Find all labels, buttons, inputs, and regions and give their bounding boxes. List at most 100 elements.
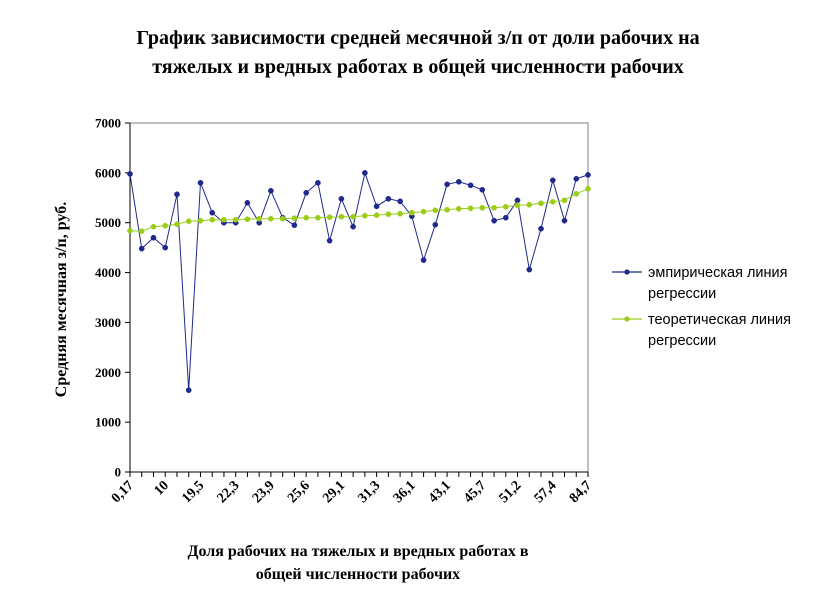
- data-point-series-2: [408, 209, 415, 216]
- data-point-series-2: [491, 204, 497, 211]
- data-point-series-1: [209, 209, 216, 216]
- data-point-series-2: [162, 222, 169, 229]
- data-point-series-1: [549, 177, 556, 184]
- data-point-series-1: [127, 171, 133, 177]
- series-line-1: [129, 171, 589, 391]
- data-point-series-1: [350, 223, 356, 230]
- x-tick-label: 31,3: [356, 478, 384, 506]
- data-point-series-2: [585, 185, 591, 192]
- data-point-series-2: [221, 216, 227, 223]
- data-point-series-2: [279, 215, 286, 222]
- x-axis-title-line-2: общей численности рабочих: [256, 566, 460, 583]
- y-tick-label: 7000: [95, 116, 121, 131]
- data-point-series-1: [420, 257, 427, 263]
- chart-title-line-1: График зависимости средней месячной з/п …: [136, 27, 700, 49]
- x-axis-title-line-1: Доля рабочих на тяжелых и вредных работа…: [187, 543, 528, 560]
- data-point-series-2: [350, 213, 356, 220]
- data-point-series-2: [455, 205, 462, 212]
- data-point-series-1: [502, 214, 509, 221]
- y-tick-label: 6000: [95, 165, 121, 180]
- data-point-series-1: [432, 221, 439, 228]
- data-point-series-2: [127, 227, 133, 234]
- chart-title: График зависимости средней месячной з/п …: [0, 24, 836, 82]
- data-point-series-2: [315, 214, 321, 221]
- x-tick-label: 84,7: [567, 478, 595, 506]
- data-point-series-2: [232, 216, 239, 223]
- series-line-2: [129, 188, 589, 232]
- data-point-series-1: [315, 179, 321, 186]
- data-point-series-2: [444, 206, 450, 213]
- legend-swatch-marker: [624, 269, 630, 275]
- y-axis-title: Средняя месячная з/п, руб.: [53, 202, 70, 397]
- y-tick-label: 5000: [95, 215, 121, 230]
- data-point-series-1: [362, 170, 368, 176]
- x-tick-label: 29,1: [320, 478, 348, 506]
- data-point-series-1: [185, 387, 192, 394]
- data-point-series-2: [197, 217, 204, 224]
- data-point-series-2: [185, 218, 192, 225]
- data-point-series-2: [326, 214, 333, 221]
- data-point-series-1: [150, 234, 157, 241]
- legend-swatch-marker: [624, 316, 630, 322]
- data-point-series-1: [244, 199, 251, 206]
- data-point-series-1: [268, 187, 274, 194]
- data-point-series-2: [467, 205, 474, 212]
- y-tick-label: 0: [115, 465, 122, 480]
- data-point-series-2: [385, 211, 392, 218]
- data-point-series-1: [197, 179, 204, 186]
- y-tick-label: 1000: [95, 415, 121, 430]
- data-point-series-1: [514, 197, 521, 204]
- data-point-series-2: [538, 200, 544, 207]
- data-point-series-1: [326, 237, 333, 244]
- data-point-series-1: [444, 181, 450, 188]
- data-point-series-2: [526, 201, 533, 208]
- data-point-series-2: [244, 216, 251, 223]
- data-point-series-2: [209, 216, 216, 223]
- data-point-series-1: [138, 245, 145, 252]
- data-point-series-2: [373, 212, 380, 219]
- data-point-series-2: [174, 221, 180, 228]
- data-point-series-1: [561, 217, 568, 224]
- data-point-series-1: [526, 266, 533, 273]
- data-point-series-1: [397, 198, 403, 205]
- data-point-series-1: [491, 217, 497, 224]
- x-tick-label: 57,4: [532, 478, 560, 506]
- data-point-series-1: [585, 172, 591, 178]
- x-tick-label: 25,6: [285, 478, 313, 506]
- data-point-series-2: [549, 198, 556, 205]
- data-point-series-1: [338, 195, 345, 202]
- data-point-series-2: [502, 203, 509, 210]
- data-point-series-2: [362, 212, 368, 219]
- data-point-series-2: [291, 215, 298, 222]
- data-point-series-2: [479, 204, 486, 211]
- data-point-series-2: [420, 208, 427, 215]
- legend-label-series-1: эмпирическая линия регрессии: [648, 265, 787, 302]
- data-point-series-2: [268, 215, 274, 222]
- data-point-series-1: [467, 182, 474, 189]
- x-tick-label: 36,1: [391, 478, 419, 506]
- x-tick-label: 43,1: [426, 478, 454, 506]
- x-tick-label: 0,17: [109, 478, 137, 506]
- data-point-series-2: [338, 213, 345, 220]
- data-point-series-2: [303, 214, 310, 221]
- y-tick-label: 3000: [95, 315, 121, 330]
- data-point-series-1: [479, 186, 486, 193]
- data-point-series-1: [303, 189, 310, 196]
- data-point-series-1: [174, 191, 180, 198]
- data-point-series-2: [432, 207, 439, 214]
- x-tick-label: 19,5: [179, 478, 207, 506]
- data-point-series-1: [373, 203, 380, 210]
- x-tick-label: 22,3: [215, 478, 243, 506]
- data-point-series-2: [138, 228, 145, 235]
- data-point-series-2: [573, 190, 580, 197]
- data-point-series-2: [397, 210, 403, 217]
- x-tick-label: 10: [152, 478, 173, 499]
- x-tick-label: 51,2: [496, 478, 524, 506]
- data-point-series-2: [514, 202, 521, 209]
- y-tick-label: 4000: [95, 265, 121, 280]
- x-tick-label: 23,9: [250, 478, 278, 506]
- plot-area: [129, 122, 589, 473]
- data-point-series-2: [256, 215, 263, 222]
- data-point-series-2: [150, 223, 157, 230]
